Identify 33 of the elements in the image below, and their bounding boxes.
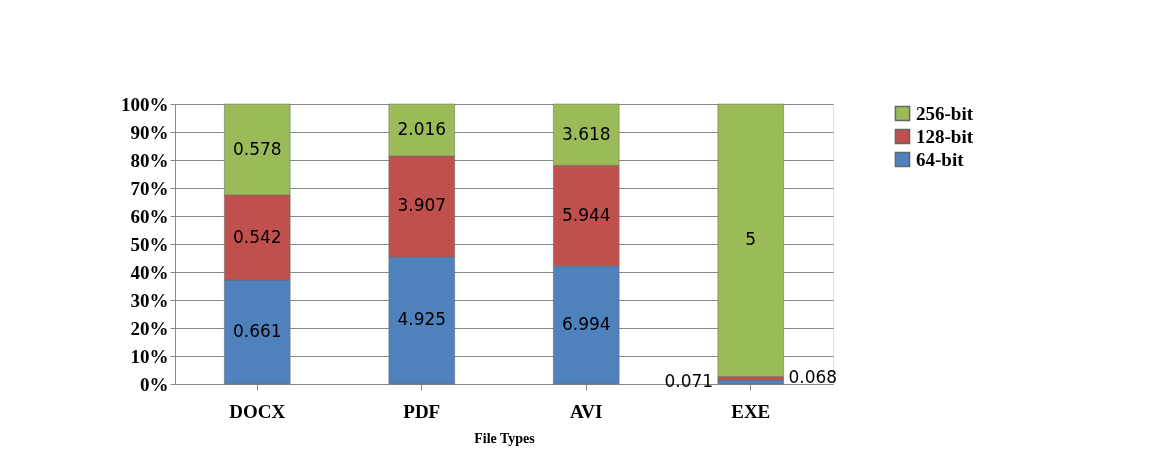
x-tick-label: EXE xyxy=(731,400,771,422)
annotation: 0.661 xyxy=(232,321,282,342)
bar xyxy=(717,379,784,385)
annotation: 0.071 xyxy=(664,371,714,392)
legend-label: 64-bit xyxy=(916,148,965,170)
y-tick-label: 60% xyxy=(130,205,169,227)
y-tick-label: 0% xyxy=(140,373,169,395)
y-tick-label: 90% xyxy=(130,121,169,143)
legend-label: 128-bit xyxy=(916,125,974,147)
annotation: 3.907 xyxy=(397,195,447,216)
annotation: 0.068 xyxy=(788,367,838,388)
legend-label: 256-bit xyxy=(916,102,974,124)
annotation: 6.994 xyxy=(561,313,611,334)
y-tick-label: 20% xyxy=(130,317,169,339)
x-tick-label: PDF xyxy=(403,400,441,422)
y-tick-label: 50% xyxy=(130,233,169,255)
annotation: 5 xyxy=(745,229,757,250)
y-tick-label: 30% xyxy=(130,289,169,311)
bar xyxy=(717,103,784,377)
annotation: 0.578 xyxy=(232,138,282,159)
x-tick-label: DOCX xyxy=(229,400,286,422)
y-tick-label: 70% xyxy=(130,177,169,199)
y-tick-label: 40% xyxy=(130,261,169,283)
y-tick-label: 80% xyxy=(130,149,169,171)
x-tick-label: AVI xyxy=(570,400,603,422)
annotation: 3.618 xyxy=(561,123,611,144)
x-axis-title: File Types xyxy=(474,430,536,446)
annotation: 0.542 xyxy=(232,226,282,247)
annotation: 2.016 xyxy=(397,119,447,140)
annotation: 5.944 xyxy=(561,204,611,225)
y-tick-label: 10% xyxy=(130,345,169,367)
y-tick-label: 100% xyxy=(121,93,169,115)
annotation: 4.925 xyxy=(397,309,447,330)
